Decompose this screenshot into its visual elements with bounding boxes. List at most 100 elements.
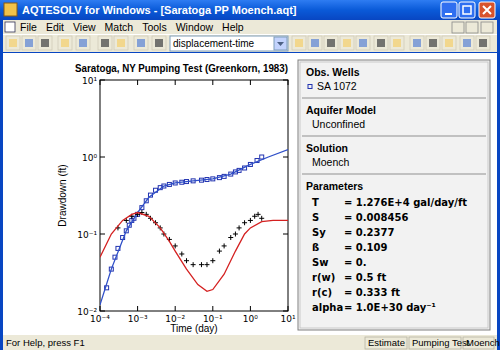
button-face — [152, 36, 166, 50]
toolbar-button[interactable] — [356, 36, 370, 50]
menu-item[interactable]: File — [20, 21, 37, 33]
button-face — [460, 36, 474, 50]
plus-marker — [233, 232, 238, 237]
status-text: Estimate — [368, 337, 405, 348]
button-face — [58, 36, 72, 50]
toolbar-button[interactable] — [98, 36, 112, 50]
parameter-name: ß — [312, 242, 319, 253]
menu-item[interactable]: View — [73, 21, 96, 33]
toolbar-button[interactable] — [134, 36, 148, 50]
parameter-name: T — [312, 197, 319, 208]
y-tick — [100, 311, 105, 312]
toolbar-button[interactable] — [114, 36, 128, 50]
menu-item[interactable]: Help — [222, 21, 244, 33]
toolbar-button[interactable] — [152, 36, 166, 50]
y-tick-label: 10⁻¹ — [77, 230, 97, 240]
plus-marker — [199, 262, 204, 267]
title-bar — [0, 0, 500, 20]
menu-item[interactable]: Match — [105, 21, 134, 33]
window-frame — [0, 0, 500, 350]
button-face — [292, 36, 306, 50]
toolbar-button[interactable] — [324, 36, 338, 50]
plus-marker — [248, 218, 253, 223]
toolbar-button[interactable] — [442, 36, 456, 50]
parameter-value: = 0.333 ft — [344, 287, 400, 298]
plus-marker — [191, 262, 196, 267]
toolbar-button[interactable] — [476, 36, 490, 50]
button-face — [98, 36, 112, 50]
status-bar — [3, 335, 497, 350]
document-area — [3, 53, 497, 335]
panel-heading: Parameters — [306, 180, 363, 192]
button-glyph — [25, 39, 33, 47]
y-tick-label: 10⁰ — [82, 153, 97, 163]
x-tick — [137, 306, 138, 311]
menu-item[interactable]: Window — [176, 21, 214, 33]
button-glyph — [61, 39, 69, 47]
status-text: For Help, press F1 — [6, 337, 85, 348]
button-face — [340, 36, 354, 50]
maximize-glyph — [463, 6, 471, 14]
y-axis-label: Drawdown (ft) — [57, 164, 68, 226]
toolbar-button[interactable] — [410, 36, 424, 50]
toolbar-button[interactable] — [292, 36, 306, 50]
toolbar-button[interactable] — [374, 36, 388, 50]
y-tick-label: 10⁻² — [77, 307, 97, 317]
x-tick-label: 10¹ — [280, 314, 295, 324]
toolbar-button[interactable] — [308, 36, 322, 50]
plus-marker — [256, 212, 261, 217]
x-tick — [100, 80, 101, 85]
panel-text: Unconfined — [312, 118, 365, 130]
caption-button[interactable] — [441, 2, 457, 18]
button-face — [476, 36, 490, 50]
button-glyph — [463, 39, 471, 47]
x-axis-label: Time (day) — [170, 323, 217, 334]
parameter-name: r(c) — [312, 287, 332, 298]
toolbar-button[interactable] — [22, 36, 36, 50]
mdi-button[interactable] — [481, 22, 493, 33]
panel-heading: Aquifer Model — [306, 104, 376, 116]
x-tick — [288, 306, 289, 311]
parameter-name: Sw — [312, 257, 328, 268]
button-face — [114, 36, 128, 50]
button-glyph — [343, 39, 351, 47]
toolbar-button[interactable] — [340, 36, 354, 50]
plus-marker — [184, 258, 189, 263]
series-line — [100, 213, 288, 292]
button-face — [76, 36, 90, 50]
view-dropdown[interactable] — [170, 36, 288, 51]
toolbar-button[interactable] — [460, 36, 474, 50]
button-glyph — [155, 39, 163, 47]
toolbar-button[interactable] — [58, 36, 72, 50]
mdi-button[interactable] — [452, 22, 464, 33]
caption-button[interactable] — [479, 2, 495, 18]
screen: AQTESOLV for Windows - [Saratoga PP Moen… — [0, 0, 500, 350]
button-glyph — [479, 39, 487, 47]
menu-item[interactable]: Edit — [46, 21, 64, 33]
caption-button[interactable] — [459, 2, 475, 18]
dropdown-arrow-box[interactable] — [274, 37, 287, 50]
toolbar-button[interactable] — [76, 36, 90, 50]
toolbar-button[interactable] — [390, 36, 404, 50]
button-glyph — [393, 39, 401, 47]
x-tick — [250, 306, 251, 311]
view-dropdown-text[interactable]: displacement-time — [173, 38, 255, 49]
mdi-button[interactable] — [466, 22, 478, 33]
plus-marker — [210, 258, 215, 263]
parameter-value: = 0.008456 — [344, 212, 408, 223]
plus-marker — [228, 235, 233, 240]
x-tick-label: 10⁰ — [243, 314, 258, 324]
plus-marker — [259, 216, 264, 221]
x-tick — [100, 306, 101, 311]
toolbar-button[interactable] — [426, 36, 440, 50]
x-tick — [212, 306, 213, 311]
y-tick — [100, 234, 105, 235]
toolbar-button[interactable] — [38, 36, 52, 50]
series-line — [100, 150, 288, 305]
x-tick — [288, 80, 289, 85]
panel-separator — [302, 174, 486, 175]
menu-item[interactable]: Tools — [142, 21, 167, 33]
plot-data — [100, 150, 288, 305]
toolbar-button[interactable] — [6, 36, 20, 50]
plus-marker — [179, 251, 184, 256]
